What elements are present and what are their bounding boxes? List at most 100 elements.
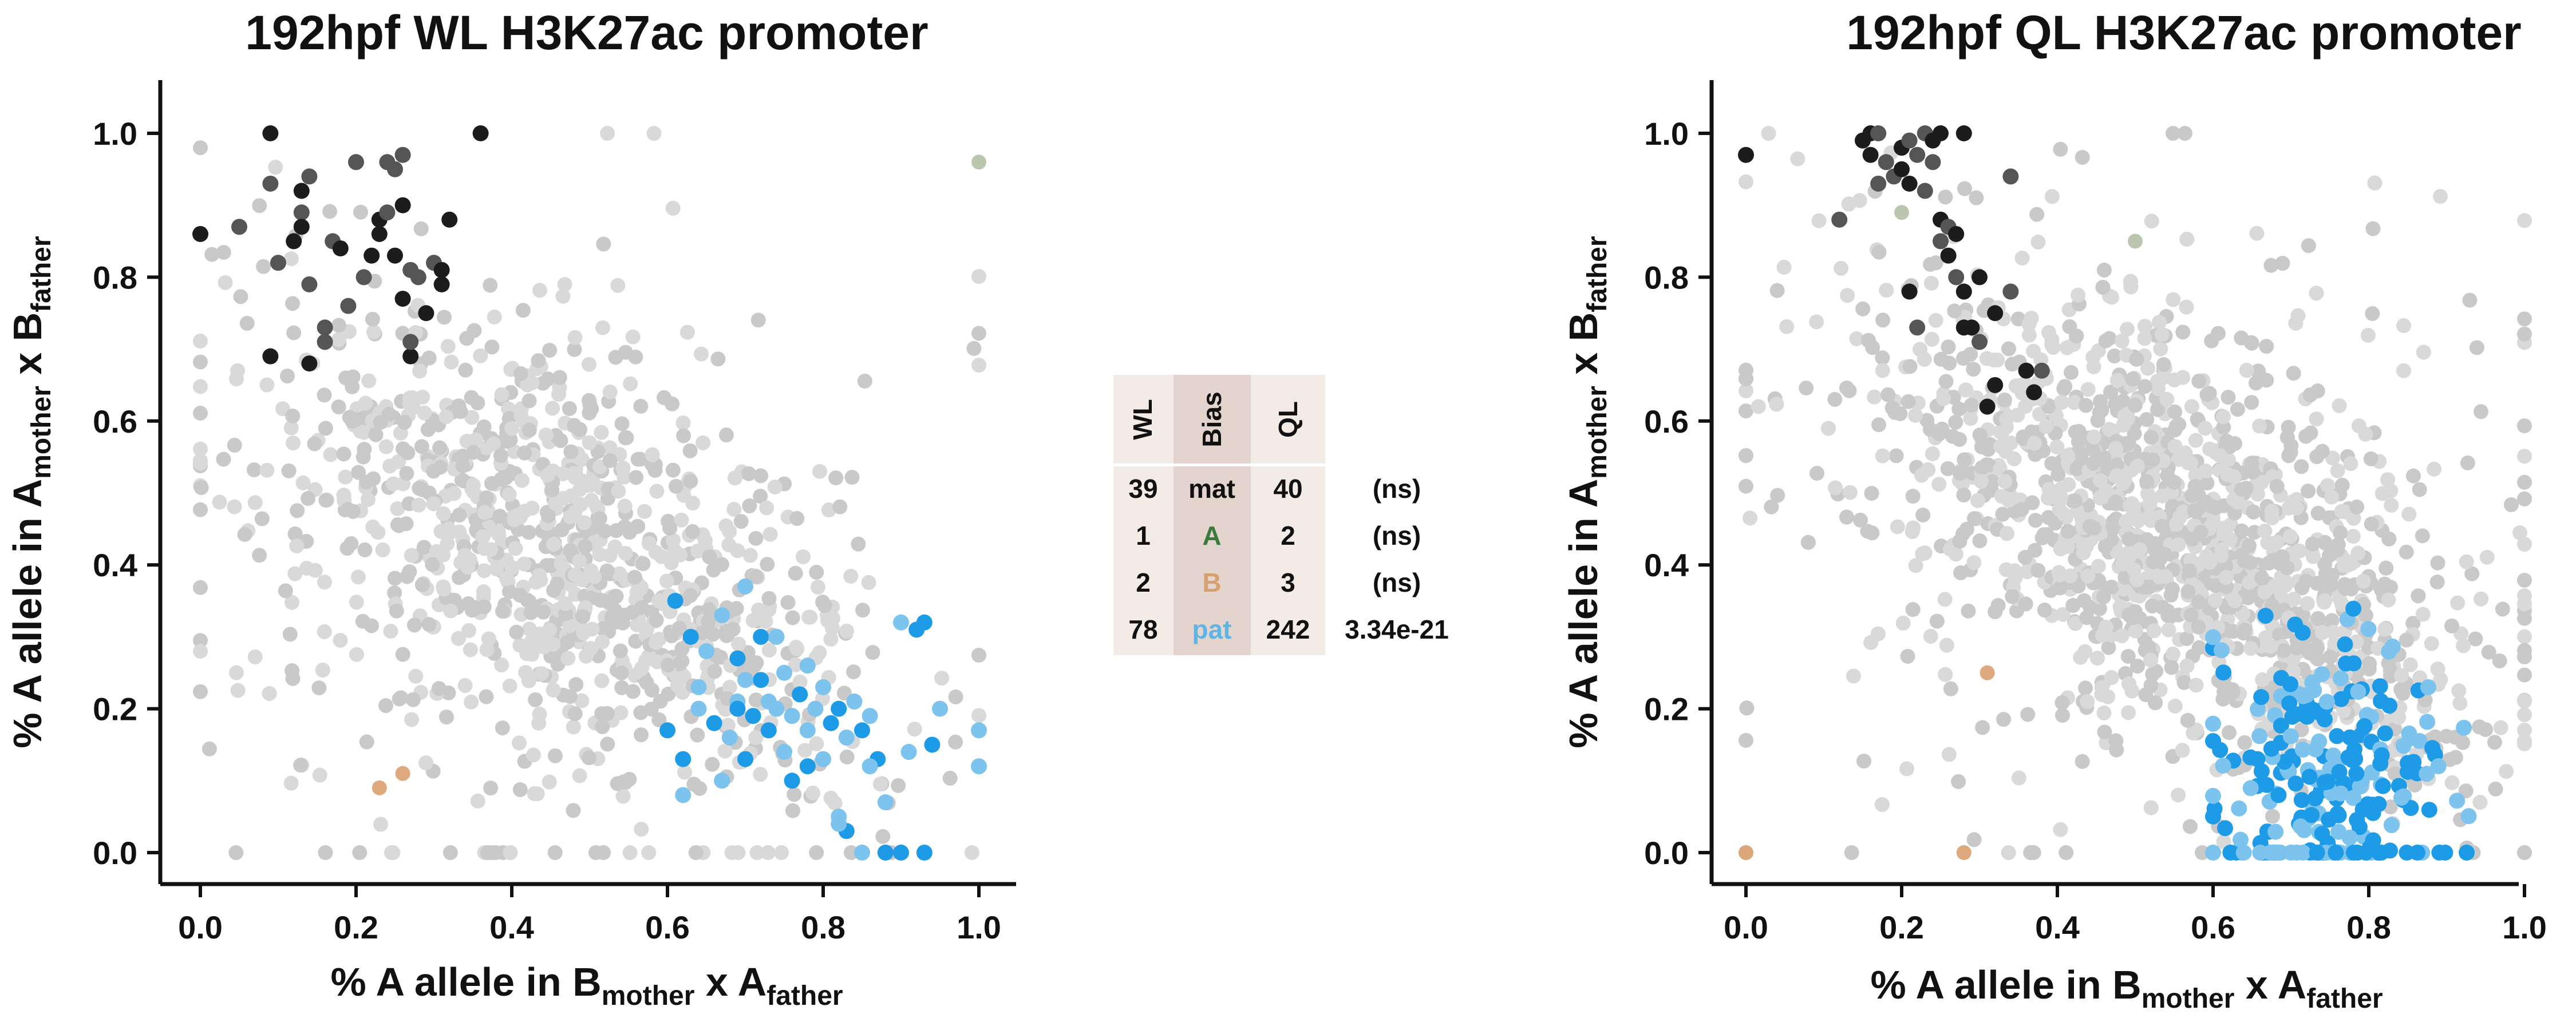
background-point — [228, 845, 244, 860]
background-point — [554, 556, 569, 572]
background-point — [659, 573, 674, 589]
background-point — [212, 494, 227, 510]
background-point — [438, 710, 454, 725]
background-point — [2309, 576, 2325, 591]
background-point — [2018, 399, 2033, 414]
background-point — [2458, 783, 2474, 799]
background-point — [2265, 809, 2280, 824]
background-point — [1966, 555, 1982, 571]
background-point — [563, 444, 579, 459]
background-point — [455, 448, 471, 464]
background-point — [2452, 695, 2468, 711]
background-point — [567, 330, 583, 345]
background-point — [2481, 644, 2496, 660]
background-point — [280, 369, 295, 384]
background-point — [2121, 705, 2136, 720]
background-point — [521, 422, 537, 438]
background-point — [2053, 141, 2068, 157]
paternal-point — [776, 744, 792, 760]
background-point — [714, 557, 729, 572]
background-point — [417, 405, 432, 421]
background-point — [1852, 512, 1868, 528]
background-point — [875, 829, 891, 844]
background-point — [425, 557, 440, 572]
background-point — [614, 680, 630, 695]
background-point — [2123, 274, 2138, 289]
background-point — [742, 548, 758, 563]
background-point — [574, 451, 590, 467]
background-point — [2166, 126, 2181, 141]
background-point — [2060, 524, 2076, 539]
background-point — [2487, 735, 2502, 750]
background-point — [1957, 452, 1972, 468]
background-point — [476, 419, 492, 434]
table-cell-wl: 78 — [1128, 615, 1157, 644]
background-point — [1864, 486, 1879, 501]
background-point — [2517, 418, 2532, 434]
background-point — [2188, 433, 2203, 448]
background-point — [761, 602, 777, 617]
background-point — [1943, 681, 1958, 696]
paternal-point — [2329, 728, 2345, 744]
paternal-point — [2383, 817, 2400, 833]
background-point — [625, 684, 641, 699]
background-point — [437, 310, 452, 325]
background-point — [2182, 563, 2197, 579]
background-point — [676, 428, 692, 443]
background-point — [582, 435, 597, 450]
background-point — [2377, 576, 2392, 592]
background-point — [2122, 498, 2138, 513]
paternal-point — [2365, 832, 2381, 849]
background-point — [637, 504, 652, 519]
background-point — [227, 499, 242, 514]
background-point — [1963, 347, 1978, 362]
background-point — [548, 495, 563, 510]
background-point — [2455, 735, 2471, 750]
background-point — [762, 526, 778, 542]
background-point — [1914, 468, 1929, 483]
background-point — [1827, 480, 1843, 496]
maternal-point — [394, 291, 411, 307]
background-point — [753, 468, 769, 484]
background-point — [787, 787, 802, 802]
background-point — [566, 719, 581, 735]
background-point — [487, 310, 502, 325]
maternal-point — [2026, 384, 2042, 401]
background-point — [2204, 333, 2219, 348]
background-point — [611, 484, 626, 499]
background-point — [2324, 613, 2340, 628]
background-point — [1938, 189, 1953, 205]
background-point — [2194, 845, 2210, 860]
background-point — [457, 548, 473, 563]
background-point — [254, 511, 270, 526]
background-point — [2238, 481, 2254, 496]
background-point — [2187, 478, 2203, 494]
background-point — [2314, 625, 2330, 640]
paternal-point — [854, 722, 870, 739]
background-point — [2381, 592, 2396, 608]
maternal-point — [301, 355, 318, 372]
background-point — [2154, 518, 2170, 534]
background-point — [2517, 474, 2532, 490]
background-point — [483, 781, 499, 796]
background-point — [2310, 505, 2326, 521]
background-point — [718, 427, 734, 443]
paternal-point — [2320, 774, 2336, 790]
paternal-point — [2269, 845, 2286, 861]
maternal-point — [293, 219, 310, 235]
background-point — [1739, 732, 1753, 748]
background-point — [2179, 299, 2194, 315]
background-point — [646, 126, 662, 141]
background-point — [1739, 403, 1753, 419]
background-point — [823, 790, 839, 806]
background-point — [2517, 491, 2532, 506]
left-ylabel-prefix: % A allele in A — [5, 479, 50, 748]
background-point — [2236, 625, 2251, 641]
background-point — [2479, 549, 2495, 565]
background-point — [718, 518, 734, 533]
paternal-point — [2399, 845, 2415, 861]
background-point — [971, 708, 986, 723]
background-point — [1844, 845, 1859, 860]
background-point — [453, 404, 468, 419]
background-point — [1951, 774, 1966, 789]
